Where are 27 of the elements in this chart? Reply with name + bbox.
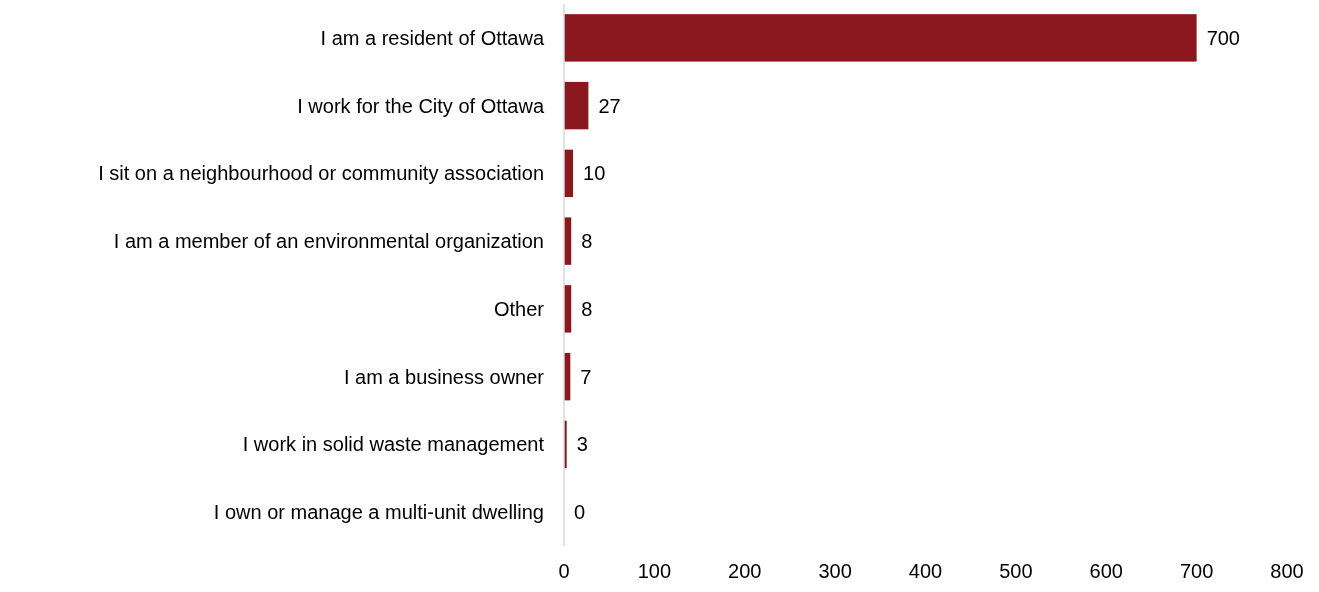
x-tick-label: 0 xyxy=(558,560,570,582)
x-tick-label: 100 xyxy=(637,560,672,582)
x-tick-label: 700 xyxy=(1179,560,1214,582)
x-tick-label: 300 xyxy=(818,560,852,582)
y-tick-label: I own or manage a multi-unit dwelling xyxy=(213,501,544,524)
y-tick-label: Other xyxy=(493,297,545,320)
data-label: 27 xyxy=(598,94,621,117)
data-label: 3 xyxy=(576,433,588,456)
data-label: 7 xyxy=(580,365,592,388)
data-label: 700 xyxy=(1206,26,1240,49)
x-tick-label: 500 xyxy=(999,560,1033,582)
data-label: 8 xyxy=(581,230,593,253)
data-label: 10 xyxy=(583,162,606,185)
data-label: 0 xyxy=(574,501,586,524)
x-tick-label: 600 xyxy=(1089,560,1123,582)
y-tick-label: I sit on a neighbourhood or community association xyxy=(98,162,544,185)
x-tick-label: 400 xyxy=(908,560,943,582)
y-tick-label: I am a business owner xyxy=(343,365,545,388)
y-tick-label: I work in solid waste management xyxy=(242,433,545,456)
x-tick-label: 200 xyxy=(728,560,762,582)
y-tick-label: I work for the City of Ottawa xyxy=(297,94,545,117)
x-tick-label: 800 xyxy=(1270,560,1304,582)
data-label: 8 xyxy=(581,297,593,320)
bar xyxy=(564,81,589,130)
y-tick-label: I am a member of an environmental organization xyxy=(113,230,544,253)
bar xyxy=(564,14,1197,62)
y-tick-label: I am a resident of Ottawa xyxy=(320,26,545,49)
